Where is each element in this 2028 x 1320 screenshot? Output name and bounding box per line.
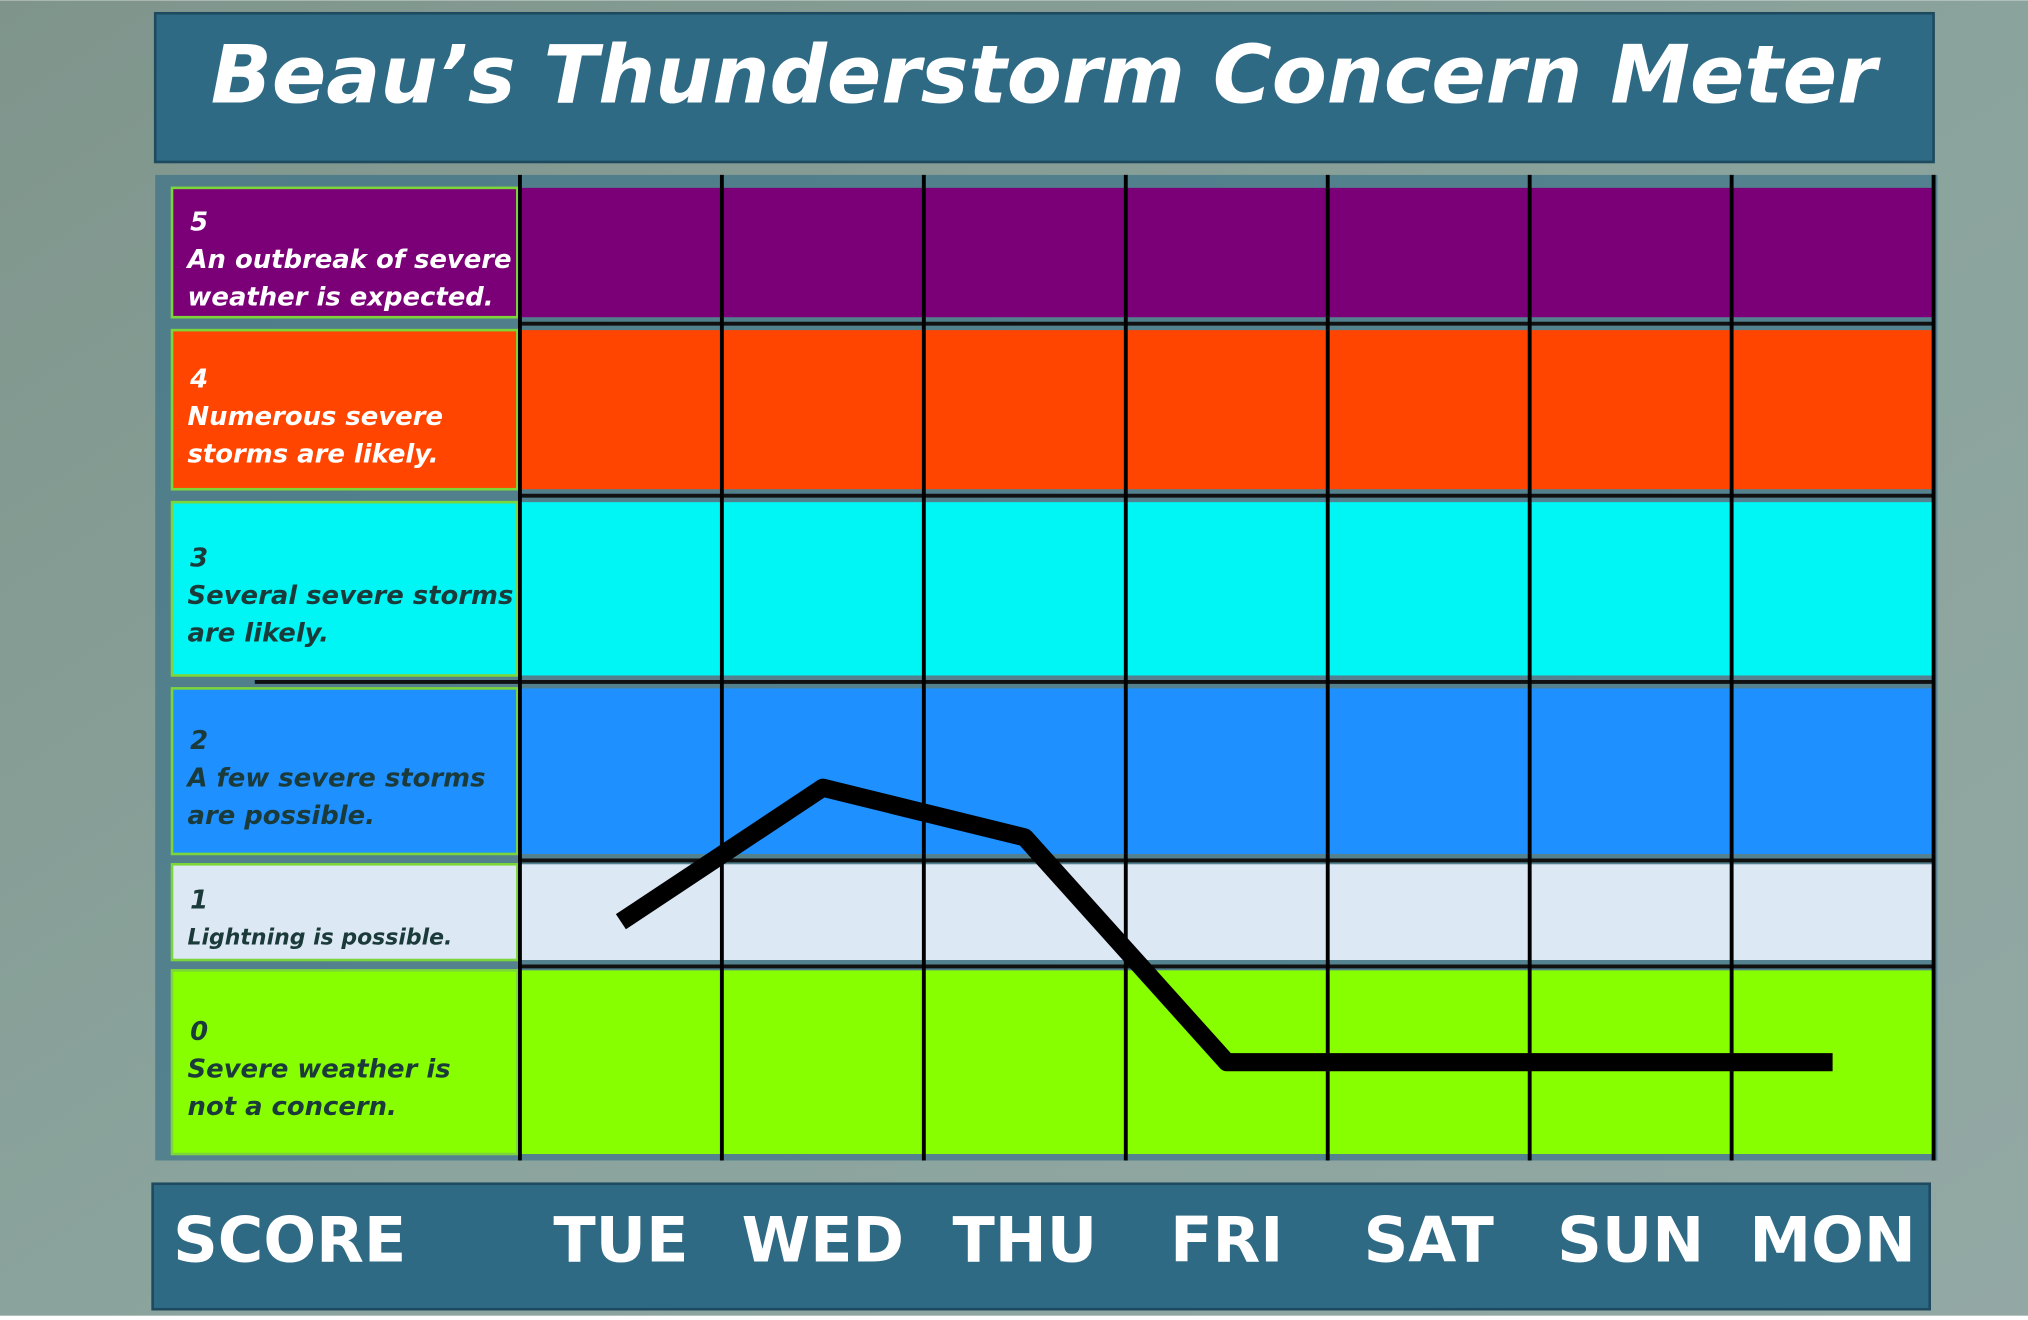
level-description: Severe weather is (188, 1054, 451, 1084)
level-score: 3 (190, 544, 208, 574)
x-tick-label: TUE (553, 1204, 688, 1277)
level-score: 0 (190, 1017, 208, 1047)
level-description: A few severe storms (186, 763, 486, 793)
level-description: storms are likely. (188, 439, 439, 469)
x-tick-label: SUN (1557, 1204, 1704, 1277)
level-band (519, 330, 1934, 490)
level-score: 2 (190, 726, 208, 756)
level-score: 4 (189, 364, 208, 394)
level-band (519, 502, 1934, 676)
level-label-box (170, 186, 519, 319)
level-description: are likely. (188, 619, 329, 649)
level-label-box (170, 862, 519, 962)
level-description: Numerous severe (188, 402, 443, 432)
level-label-box (170, 500, 519, 677)
title-box (153, 11, 1935, 164)
score-label: SCORE (173, 1204, 406, 1277)
chart-title: Beau’s Thunderstorm Concern Meter (211, 28, 1881, 121)
level-description: Lightning is possible. (188, 926, 453, 951)
level-label-box (170, 687, 519, 856)
level-label-box (170, 328, 519, 491)
axis-bar (151, 1182, 1931, 1311)
level-description: not a concern. (188, 1092, 397, 1122)
x-tick-label: THU (952, 1204, 1097, 1277)
level-description: are possible. (188, 801, 375, 831)
x-tick-label: WED (742, 1204, 904, 1277)
concern-line (615, 778, 1833, 1072)
x-tick-label: FRI (1170, 1204, 1283, 1277)
level-description: weather is expected. (188, 282, 494, 312)
x-tick-label: MON (1749, 1204, 1916, 1277)
level-band (519, 864, 1934, 961)
level-band (519, 187, 1934, 318)
level-band (519, 688, 1934, 854)
x-tick-label: SAT (1364, 1204, 1495, 1277)
level-description: Several severe storms (188, 581, 514, 611)
level-description: An outbreak of severe (186, 245, 512, 275)
level-label-box (170, 969, 519, 1156)
level-score: 1 (190, 886, 208, 916)
level-score: 5 (190, 207, 208, 237)
